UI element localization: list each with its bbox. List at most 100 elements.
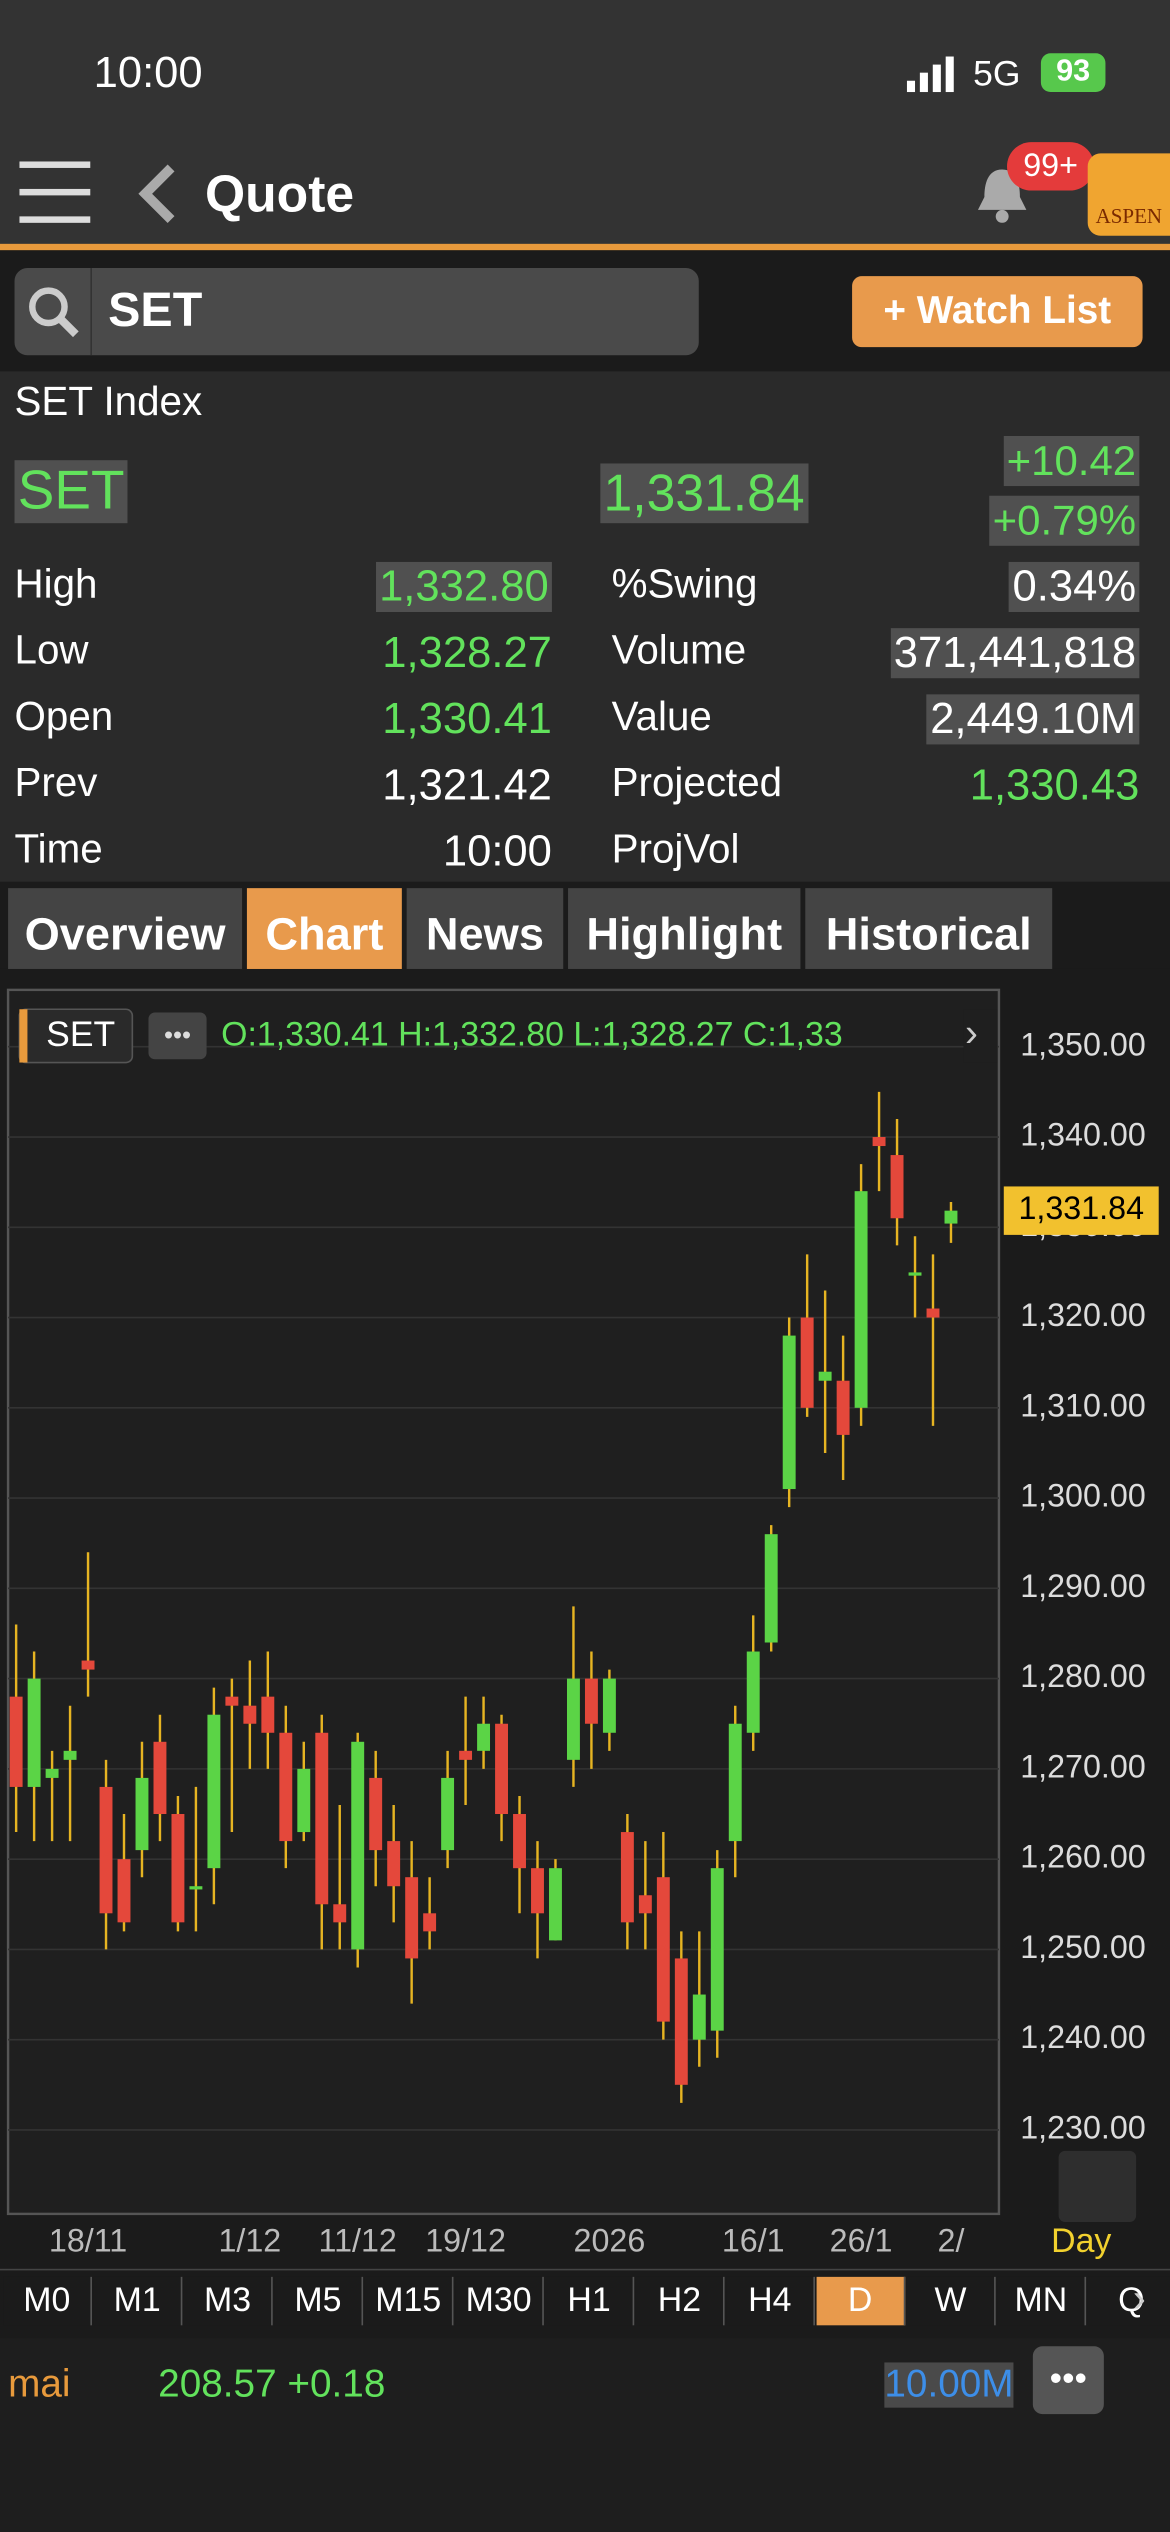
chart-menu-dots: ••• <box>164 1022 191 1050</box>
x-tick-label: 11/12 <box>319 2222 397 2258</box>
timeframe[interactable]: M3 <box>183 2276 273 2326</box>
tab[interactable]: Highlight <box>568 888 801 977</box>
logo[interactable]: ASPEN <box>1087 153 1170 236</box>
candle-body <box>692 1994 706 2040</box>
search-box[interactable] <box>14 268 699 356</box>
timeframe[interactable]: W <box>906 2276 996 2326</box>
candle-body <box>638 1895 652 1914</box>
back-button[interactable] <box>136 161 181 226</box>
candle-body <box>764 1534 778 1643</box>
timeframe[interactable]: Q <box>1087 2276 1170 2326</box>
row-value: 1,330.43 <box>969 760 1140 810</box>
candle-body <box>890 1155 904 1219</box>
candle-body <box>513 1814 526 1869</box>
page-title: Quote <box>204 164 355 223</box>
timeframe[interactable]: H2 <box>635 2276 725 2326</box>
candle-body <box>279 1732 293 1842</box>
row-value: 1,321.42 <box>382 760 552 810</box>
candle-body <box>135 1777 149 1851</box>
timeframe[interactable]: M15 <box>364 2276 454 2326</box>
scroll-arrow: › <box>1132 2276 1146 2321</box>
candle-body <box>728 1723 742 1842</box>
candle-body <box>710 1868 724 2031</box>
candle-body <box>63 1750 77 1760</box>
candle-body <box>351 1741 365 1950</box>
timeframe[interactable]: MN <box>997 2276 1087 2326</box>
candle-body <box>656 1877 670 2022</box>
candle-body <box>566 1678 580 1760</box>
timeframe[interactable]: M1 <box>93 2276 183 2326</box>
x-tick-label: 19/12 <box>425 2222 506 2258</box>
timeframe[interactable]: M5 <box>274 2276 364 2326</box>
ohlc-arrow: › <box>965 1011 978 1054</box>
search-text: SET <box>108 284 203 338</box>
candle-body <box>459 1750 473 1760</box>
row-label: ProjVol <box>611 826 740 872</box>
chart-menu <box>148 1012 207 1060</box>
row-label: %Swing <box>611 561 758 608</box>
y-tick-label: 1,340.00 <box>1020 1117 1146 1153</box>
candle-body <box>423 1913 437 1932</box>
tab[interactable]: Overview <box>8 888 243 977</box>
candle-body <box>333 1904 347 1923</box>
fullscreen-button <box>1058 2150 1137 2222</box>
row-label: Low <box>14 628 89 674</box>
candle-body <box>584 1678 598 1724</box>
timeframe[interactable]: H4 <box>726 2276 815 2326</box>
timeframe[interactable]: D <box>816 2276 906 2326</box>
row-value: 371,441,818 <box>890 628 1140 679</box>
x-tick-label: 26/1 <box>830 2222 893 2258</box>
candle-body <box>495 1723 508 1815</box>
row-value: 2,449.10M <box>926 694 1140 745</box>
quote-panel <box>0 371 1170 882</box>
timeframe[interactable]: H1 <box>545 2276 635 2326</box>
row-label: Value <box>611 694 712 740</box>
row-label: Prev <box>14 760 98 806</box>
timeframe[interactable]: M0 <box>3 2276 92 2326</box>
candle-body <box>782 1335 796 1490</box>
index-name: SET Index <box>14 379 203 425</box>
x-tick-label: 18/11 <box>49 2222 127 2258</box>
y-tick-label: 1,230.00 <box>1020 2109 1146 2145</box>
row-value: 10:00 <box>442 826 552 876</box>
candle-body <box>225 1696 239 1706</box>
menu-button[interactable] <box>19 158 91 226</box>
tab[interactable]: Historical <box>805 888 1053 977</box>
clock: 10:00 <box>93 48 203 97</box>
separator <box>90 268 92 356</box>
symbol: SET <box>14 460 128 524</box>
y-tick-label: 1,260.00 <box>1020 1839 1146 1875</box>
row-label: Volume <box>611 628 747 674</box>
candle-body <box>405 1877 419 1959</box>
row-label: Open <box>14 694 114 740</box>
candle-body <box>836 1380 850 1435</box>
divider <box>0 243 1170 251</box>
footer-symbol[interactable]: mai <box>8 2362 71 2407</box>
candle-body <box>818 1371 832 1381</box>
watchlist-button[interactable]: + Watch List <box>852 276 1143 348</box>
timeframe[interactable]: M30 <box>455 2276 544 2326</box>
y-tick-label: 1,280.00 <box>1020 1658 1146 1694</box>
candle-body <box>531 1868 544 1914</box>
notification-badge: 99+ <box>1007 142 1095 191</box>
candle-body <box>189 1886 203 1890</box>
period-label: Day <box>1051 2222 1111 2260</box>
candle-body <box>369 1777 383 1851</box>
chart-symbol: SET <box>46 1014 115 1054</box>
y-tick-label: 1,310.00 <box>1020 1387 1146 1423</box>
candle-body <box>117 1859 131 1923</box>
tab[interactable]: Chart <box>246 888 402 977</box>
candle-body <box>926 1308 940 1318</box>
candle-body <box>171 1814 185 1923</box>
more-button[interactable]: ••• <box>1032 2346 1104 2415</box>
candle-body <box>872 1137 886 1147</box>
row-value: 0.34% <box>1009 561 1140 613</box>
top-bar <box>0 0 1170 248</box>
x-tick-label: 16/1 <box>722 2222 785 2258</box>
candle-body <box>620 1832 634 1923</box>
tab[interactable]: News <box>406 888 564 977</box>
candle-body <box>261 1696 275 1733</box>
row-value: 1,330.41 <box>382 694 552 743</box>
battery: 93 <box>1040 53 1106 93</box>
x-tick-label: 1/12 <box>218 2222 281 2258</box>
